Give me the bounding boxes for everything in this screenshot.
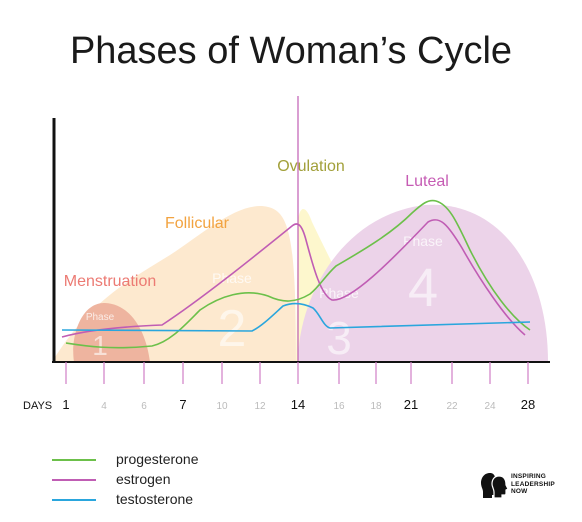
phase-name-luteal: Luteal bbox=[405, 173, 449, 190]
legend-swatch-progesterone bbox=[52, 459, 96, 461]
day-label-major: 1 bbox=[62, 397, 69, 412]
estrogen-curve bbox=[61, 219, 526, 338]
day-label-major: 21 bbox=[404, 397, 418, 412]
phase-number: 4 bbox=[408, 258, 438, 318]
day-label-major: 28 bbox=[521, 397, 535, 412]
legend-item-progesterone: progesterone bbox=[48, 450, 308, 470]
phase-number: 3 bbox=[326, 312, 352, 364]
day-label-minor: 10 bbox=[216, 401, 228, 412]
legend: progesterone estrogen testosterone bbox=[48, 450, 308, 510]
legend-swatch-estrogen bbox=[52, 479, 96, 481]
day-label-major: 7 bbox=[179, 397, 186, 412]
day-label-minor: 18 bbox=[370, 401, 382, 412]
day-label-minor: 12 bbox=[254, 401, 266, 412]
day-label-minor: 16 bbox=[333, 401, 345, 412]
days-axis-label: DAYS bbox=[23, 400, 52, 412]
phase-number: 1 bbox=[92, 330, 108, 361]
phase-name-follicular: Follicular bbox=[165, 215, 230, 232]
legend-label: progesterone bbox=[116, 451, 199, 467]
two-heads-logo-icon bbox=[481, 473, 509, 499]
legend-item-estrogen: estrogen bbox=[48, 470, 308, 490]
day-label-minor: 4 bbox=[101, 401, 107, 412]
phase-number: 2 bbox=[218, 300, 247, 358]
brand-text: INSPIRING LEADERSHIP NOW bbox=[511, 473, 555, 495]
day-label-minor: 6 bbox=[141, 401, 147, 412]
phase-word-label: Phase bbox=[319, 285, 359, 301]
phase-word-label: Phase bbox=[86, 312, 115, 323]
page-title: Phases of Woman’s Cycle bbox=[69, 30, 513, 72]
day-label-minor: 24 bbox=[484, 401, 496, 412]
day-label-minor: 22 bbox=[446, 401, 458, 412]
brand-logo: INSPIRING LEADERSHIP NOW bbox=[480, 468, 580, 502]
testosterone-curve bbox=[61, 302, 531, 332]
legend-label: estrogen bbox=[116, 471, 171, 487]
legend-swatch-testosterone bbox=[52, 499, 96, 501]
progesterone-curve bbox=[65, 199, 531, 349]
day-label-major: 14 bbox=[291, 397, 305, 412]
legend-label: testosterone bbox=[116, 491, 194, 507]
phase-name-menstruation: Menstruation bbox=[64, 273, 157, 290]
legend-item-testosterone: testosterone bbox=[48, 490, 308, 510]
phase-name-ovulation: Ovulation bbox=[277, 158, 345, 175]
